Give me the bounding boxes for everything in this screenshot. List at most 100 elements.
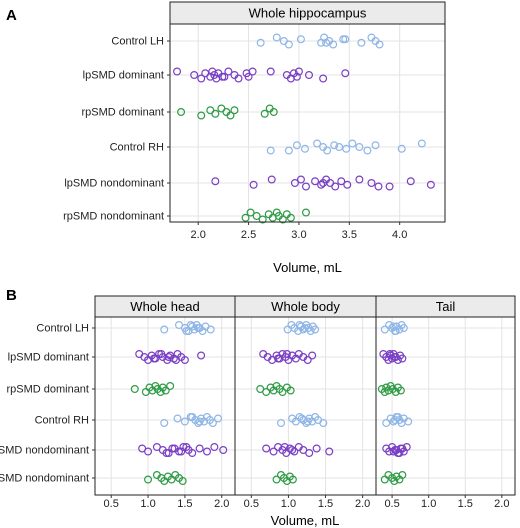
panel-b-facet-1-point (197, 351, 206, 360)
panel-b-facet-1-point (166, 382, 175, 391)
panel-b-facet-3-point (396, 386, 405, 395)
panel-a-facet-1-point (211, 109, 220, 118)
panel-a-facet-1-tick-label: 3.5 (342, 229, 357, 241)
panel-b-facet-1-point (203, 447, 212, 456)
panel-a-facet-1-plot-area (170, 24, 445, 222)
panel-b-facet-1-point (180, 417, 189, 426)
panel-a-facet-1-point (355, 143, 364, 152)
panel-b-facet-3-point (398, 444, 407, 453)
panel-b-facet-3-point (389, 322, 398, 331)
panel-a-label: A (6, 7, 17, 24)
panel-b-category-label: lpSMD dominant (8, 352, 89, 364)
panel-b-facet-3-title: Tail (436, 299, 456, 314)
panel-b-facet-2-point (312, 444, 321, 453)
panel-b-facet-1-point (144, 447, 153, 456)
panel-a-facet-1-point (224, 67, 233, 76)
panel-b-facet-3-point (390, 353, 399, 362)
panel-b-facet-2-point (280, 443, 289, 452)
panel-b-category-label: lpSMD nondominant (0, 445, 89, 457)
panel-b-facet-3-tick-label: 0.5 (384, 498, 399, 510)
panel-a-facet-1-point (296, 175, 305, 184)
panel-a-facet-1-point (363, 146, 372, 155)
panel-a-facet-1-point (301, 208, 310, 217)
panel-a-category-label: rpSMD dominant (81, 107, 164, 119)
panel-b-facet-1-point (173, 414, 182, 423)
panel-b-facet-1-tick-label: 0.5 (104, 498, 119, 510)
panel-a-facet-1-point (397, 144, 406, 153)
panel-a-facet-1-point (337, 177, 346, 186)
panel-b-facet-3-point (391, 416, 400, 425)
panel-b-facet-1-point (149, 354, 158, 363)
panel-a-facet-1-point (296, 35, 305, 44)
panel-a-facet-1-point (173, 67, 182, 76)
panel-b-facet-3-point (399, 324, 408, 333)
panel-a-facet-1-point (311, 177, 320, 186)
panel-a-facet-1-point (197, 111, 206, 120)
panel-b-facet-2-point (262, 444, 271, 453)
panel-a-facet-1-point (385, 182, 394, 191)
panel-b-facet-1-point (219, 446, 228, 455)
panel-b-facet-1-point (161, 386, 170, 395)
panel-a-facet-1-point (357, 38, 366, 47)
panel-a-facet-1-point (177, 107, 186, 116)
panel-b-facet-3-point (390, 477, 399, 486)
panel-a-facet-1-point (342, 144, 351, 153)
panel-b-facet-2-point (286, 386, 295, 395)
panel-b-facet-2-point (290, 447, 299, 456)
panel-b-facet-1-tick-label: 2.0 (214, 498, 229, 510)
panel-a-facet-1-point (319, 179, 328, 188)
panel-b-category-label: rpSMD dominant (6, 384, 89, 396)
panel-b-facet-1-point (182, 443, 191, 452)
panel-a-category-label: lpSMD dominant (83, 70, 164, 82)
panel-a-category-label: Control LH (111, 36, 164, 48)
panel-b-facet-3-tick-label: 2.0 (494, 498, 509, 510)
panel-a-facet-1-point (426, 180, 435, 189)
panel-a-facet-1-title: Whole hippocampus (249, 6, 367, 21)
panel-b-facet-3-point (388, 354, 397, 363)
panel-b-facet-2-point (277, 419, 286, 428)
panel-b-label: B (6, 287, 17, 304)
panel-a-facet-1-point (417, 139, 426, 148)
panel-b-facet-1-point (144, 475, 153, 484)
panel-b-facet-2-point (325, 447, 334, 456)
panel-a-facet-1-point (241, 213, 250, 222)
panel-a-facet-1-point (230, 106, 239, 115)
panel-b-facet-1-point (162, 449, 171, 458)
panel-b-facet-3-point (384, 386, 393, 395)
panel-a-facet-1-point (301, 182, 310, 191)
panel-a-facet-1-point (226, 111, 235, 120)
panel-b-facet-1-point (195, 444, 204, 453)
panel-b-facet-1-point (194, 324, 203, 333)
panel-a-facet-1-point (367, 179, 376, 188)
panel-b-facet-1-point (178, 477, 187, 486)
panel-b-facet-2-point (288, 475, 297, 484)
panel-b-facet-2-point (303, 356, 312, 365)
panel-b-facet-1-tick-label: 1.5 (177, 498, 192, 510)
panel-a-facet-1-point (286, 213, 295, 222)
panel-a-facet-1-point (284, 40, 293, 49)
panel-b-facet-2-plot-area (235, 317, 376, 495)
panel-b-facet-1-title: Whole head (130, 299, 199, 314)
panel-b-facet-2-point (262, 388, 271, 397)
panel-b-facet-1-plot-area (95, 317, 235, 495)
panel-a-facet-1-tick-label: 4.0 (392, 229, 407, 241)
panel-b-facet-2-tick-label: 1.5 (318, 498, 333, 510)
panel-a-facet-1-point (272, 33, 281, 42)
panel-b-facet-1-tick-label: 1.0 (140, 498, 155, 510)
panel-a-facet-1-point (335, 143, 344, 152)
panel-a-facet-1-point (371, 141, 380, 150)
panel-b-facet-2-point (305, 449, 314, 458)
panel-b-facet-3-point (391, 327, 400, 336)
panel-a-category-label: Control RH (110, 142, 164, 154)
panel-a-facet-1-point (348, 139, 357, 148)
panel-b-facet-2-point (278, 388, 287, 397)
panel-b-facet-1-point (182, 327, 191, 336)
panel-a-category-label: lpSMD nondominant (64, 178, 164, 190)
panel-a-facet-1-point (190, 70, 199, 79)
panel-b-facet-3-plot-area (376, 317, 515, 495)
panel-a-facet-1-point (211, 177, 220, 186)
panel-a-facet-1-point (256, 38, 265, 47)
panel-a-category-label: rpSMD nondominant (63, 211, 164, 223)
